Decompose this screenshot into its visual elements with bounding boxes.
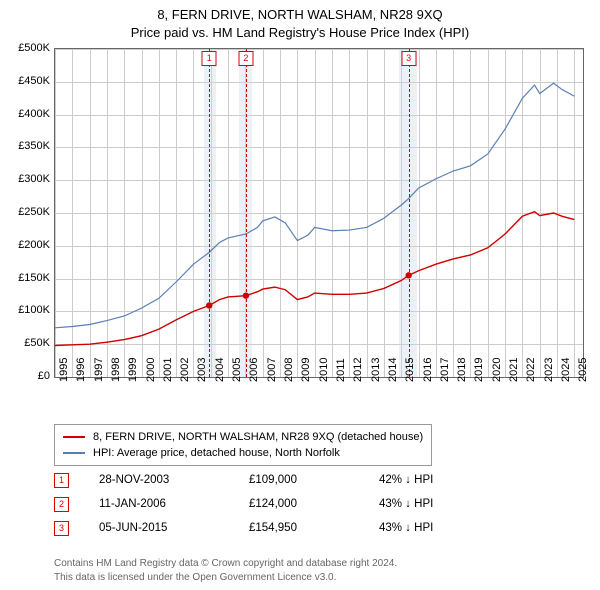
- x-tick-label: 2002: [179, 358, 191, 382]
- title-address: 8, FERN DRIVE, NORTH WALSHAM, NR28 9XQ: [0, 6, 600, 24]
- x-tick-label: 2003: [196, 358, 208, 382]
- series-property: [55, 212, 574, 346]
- legend-row-hpi: HPI: Average price, detached house, Nort…: [63, 445, 423, 461]
- transaction-delta: 43% ↓ HPI: [379, 498, 433, 510]
- transaction-row: 1 28-NOV-2003£109,00042% ↓ HPI: [54, 468, 433, 492]
- legend-label-property: 8, FERN DRIVE, NORTH WALSHAM, NR28 9XQ (…: [93, 431, 423, 443]
- transaction-price: £124,000: [249, 498, 379, 510]
- transaction-marker-box: 3: [54, 521, 69, 536]
- marker-box: 1: [202, 51, 217, 66]
- legend-swatch-property: [63, 436, 85, 438]
- x-tick-label: 2022: [525, 358, 537, 382]
- x-tick-label: 2023: [543, 358, 555, 382]
- x-tick-label: 1999: [127, 358, 139, 382]
- line-chart-svg: [55, 49, 583, 377]
- x-tick-label: 2021: [508, 358, 520, 382]
- transaction-marker-box: 2: [54, 497, 69, 512]
- x-tick-label: 2010: [318, 358, 330, 382]
- x-tick-label: 2011: [335, 358, 347, 382]
- legend-swatch-hpi: [63, 452, 85, 454]
- transactions-table: 1 28-NOV-2003£109,00042% ↓ HPI 2 11-JAN-200…: [54, 468, 433, 540]
- x-tick-label: 2016: [422, 358, 434, 382]
- x-tick-label: 2006: [248, 358, 260, 382]
- x-tick-label: 2012: [352, 358, 364, 382]
- series-hpi: [55, 83, 574, 328]
- transaction-price: £109,000: [249, 474, 379, 486]
- transaction-marker-box: 1: [54, 473, 69, 488]
- transaction-price: £154,950: [249, 522, 379, 534]
- footer-line1: Contains HM Land Registry data © Crown c…: [54, 557, 397, 571]
- x-tick-label: 2025: [577, 358, 589, 382]
- y-tick-label: £450K: [10, 75, 50, 87]
- x-tick-label: 2000: [145, 358, 157, 382]
- legend: 8, FERN DRIVE, NORTH WALSHAM, NR28 9XQ (…: [54, 424, 432, 466]
- x-tick-label: 2014: [387, 358, 399, 382]
- legend-row-property: 8, FERN DRIVE, NORTH WALSHAM, NR28 9XQ (…: [63, 429, 423, 445]
- transaction-delta: 43% ↓ HPI: [379, 522, 433, 534]
- x-tick-label: 2018: [456, 358, 468, 382]
- marker-line: [246, 49, 247, 377]
- transaction-date: 05-JUN-2015: [99, 522, 249, 534]
- x-tick-label: 1995: [58, 358, 70, 382]
- x-tick-label: 2024: [560, 358, 572, 382]
- x-tick-label: 2007: [266, 358, 278, 382]
- title-subtitle: Price paid vs. HM Land Registry's House …: [0, 24, 600, 42]
- x-tick-label: 2008: [283, 358, 295, 382]
- y-tick-label: £200K: [10, 239, 50, 251]
- transaction-row: 3 05-JUN-2015£154,95043% ↓ HPI: [54, 516, 433, 540]
- x-tick-label: 2013: [370, 358, 382, 382]
- title-area: 8, FERN DRIVE, NORTH WALSHAM, NR28 9XQ P…: [0, 0, 600, 42]
- y-tick-label: £100K: [10, 304, 50, 316]
- y-tick-label: £300K: [10, 173, 50, 185]
- chart-area: £0 £50K £100K £150K £200K £250K £300K £350K £400…: [10, 48, 590, 418]
- footer-line2: This data is licensed under the Open Gov…: [54, 571, 397, 585]
- transaction-date: 11-JAN-2006: [99, 498, 249, 510]
- x-tick-label: 2017: [439, 358, 451, 382]
- legend-label-hpi: HPI: Average price, detached house, Nort…: [93, 447, 340, 459]
- y-tick-label: £150K: [10, 272, 50, 284]
- y-tick-label: £250K: [10, 206, 50, 218]
- y-tick-label: £350K: [10, 140, 50, 152]
- y-tick-label: £500K: [10, 42, 50, 54]
- x-tick-label: 1997: [93, 358, 105, 382]
- transaction-date: 28-NOV-2003: [99, 474, 249, 486]
- x-tick-label: 2009: [300, 358, 312, 382]
- x-tick-label: 1998: [110, 358, 122, 382]
- y-tick-label: £0: [10, 370, 50, 382]
- marker-line: [209, 49, 210, 377]
- marker-line: [409, 49, 410, 377]
- y-tick-label: £400K: [10, 108, 50, 120]
- chart-container: 8, FERN DRIVE, NORTH WALSHAM, NR28 9XQ P…: [0, 0, 600, 590]
- transaction-delta: 42% ↓ HPI: [379, 474, 433, 486]
- x-tick-label: 1996: [75, 358, 87, 382]
- marker-box: 3: [401, 51, 416, 66]
- marker-box: 2: [238, 51, 253, 66]
- x-tick-label: 2020: [491, 358, 503, 382]
- x-tick-label: 2004: [214, 358, 226, 382]
- x-tick-label: 2005: [231, 358, 243, 382]
- y-tick-label: £50K: [10, 337, 50, 349]
- x-tick-label: 2019: [473, 358, 485, 382]
- x-tick-label: 2001: [162, 358, 174, 382]
- plot-area: 1 2 3: [54, 48, 584, 378]
- x-tick-label: 2015: [404, 358, 416, 382]
- transaction-row: 2 11-JAN-2006£124,00043% ↓ HPI: [54, 492, 433, 516]
- footer: Contains HM Land Registry data © Crown c…: [54, 557, 397, 584]
